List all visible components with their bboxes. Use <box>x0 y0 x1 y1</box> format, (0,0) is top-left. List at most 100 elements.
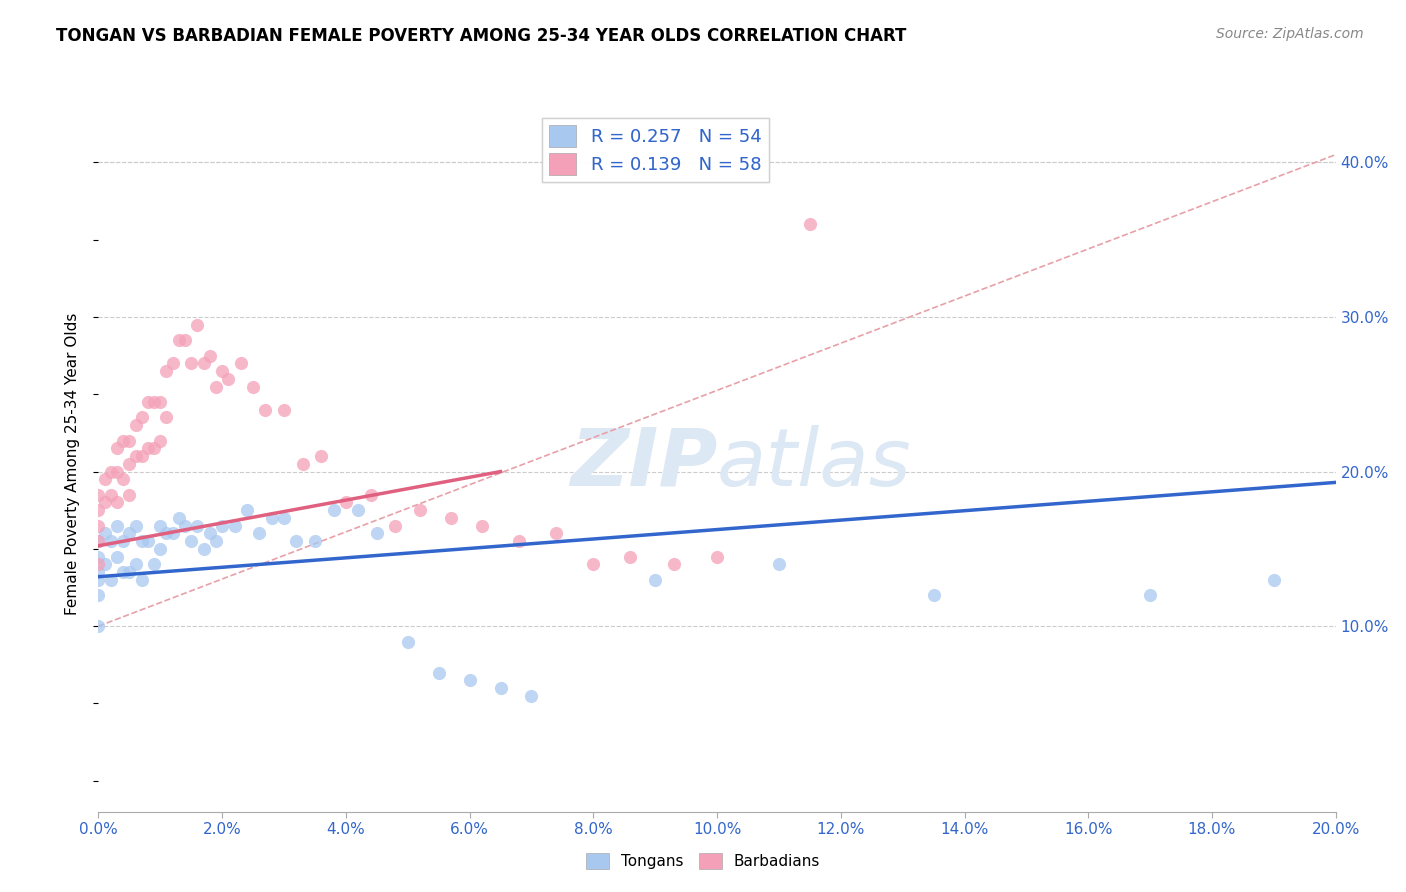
Point <box>149 434 172 448</box>
Point <box>224 518 246 533</box>
Point <box>124 449 146 463</box>
Point <box>768 558 790 572</box>
Point <box>285 534 308 549</box>
Point <box>87 503 110 517</box>
Point <box>174 518 197 533</box>
Point <box>236 503 259 517</box>
Point <box>155 364 177 378</box>
Point <box>87 549 110 564</box>
Point <box>93 495 115 509</box>
Point <box>112 434 135 448</box>
Point <box>131 534 153 549</box>
Point <box>131 449 153 463</box>
Point <box>186 318 208 332</box>
Point <box>242 379 264 393</box>
Point <box>1263 573 1285 587</box>
Point <box>291 457 314 471</box>
Point <box>309 449 332 463</box>
Point <box>100 465 122 479</box>
Point <box>131 573 153 587</box>
Point <box>922 588 945 602</box>
Point <box>124 418 146 433</box>
Point <box>489 681 512 695</box>
Point <box>304 534 326 549</box>
Point <box>87 558 110 572</box>
Point <box>93 526 115 541</box>
Point <box>143 558 166 572</box>
Point <box>644 573 666 587</box>
Point <box>180 534 202 549</box>
Point <box>87 588 110 602</box>
Text: atlas: atlas <box>717 425 912 503</box>
Text: ZIP: ZIP <box>569 425 717 503</box>
Point <box>143 395 166 409</box>
Point <box>105 518 128 533</box>
Point <box>87 488 110 502</box>
Point <box>87 534 110 549</box>
Point <box>366 526 388 541</box>
Point <box>162 526 184 541</box>
Point <box>440 511 463 525</box>
Point <box>124 558 146 572</box>
Point <box>471 518 494 533</box>
Point <box>87 518 110 533</box>
Point <box>458 673 481 688</box>
Point <box>100 488 122 502</box>
Point <box>335 495 357 509</box>
Point <box>93 472 115 486</box>
Legend: R = 0.257   N = 54, R = 0.139   N = 58: R = 0.257 N = 54, R = 0.139 N = 58 <box>541 118 769 182</box>
Point <box>118 565 141 579</box>
Point <box>211 364 233 378</box>
Point <box>254 402 277 417</box>
Point <box>149 395 172 409</box>
Point <box>105 549 128 564</box>
Point <box>118 526 141 541</box>
Point <box>247 526 270 541</box>
Point <box>546 526 568 541</box>
Point <box>118 488 141 502</box>
Point <box>136 534 159 549</box>
Point <box>273 402 295 417</box>
Point <box>155 526 177 541</box>
Point <box>193 541 215 556</box>
Point <box>118 434 141 448</box>
Point <box>155 410 177 425</box>
Point <box>217 372 239 386</box>
Point <box>619 549 641 564</box>
Point <box>93 558 115 572</box>
Point <box>87 619 110 633</box>
Point <box>136 442 159 456</box>
Point <box>322 503 344 517</box>
Point <box>229 356 252 370</box>
Point <box>143 442 166 456</box>
Y-axis label: Female Poverty Among 25-34 Year Olds: Female Poverty Among 25-34 Year Olds <box>65 313 80 615</box>
Point <box>118 457 141 471</box>
Text: Source: ZipAtlas.com: Source: ZipAtlas.com <box>1216 27 1364 41</box>
Point <box>186 518 208 533</box>
Point <box>427 665 450 680</box>
Point <box>112 472 135 486</box>
Point <box>260 511 283 525</box>
Text: TONGAN VS BARBADIAN FEMALE POVERTY AMONG 25-34 YEAR OLDS CORRELATION CHART: TONGAN VS BARBADIAN FEMALE POVERTY AMONG… <box>56 27 907 45</box>
Point <box>198 526 221 541</box>
Point <box>105 442 128 456</box>
Point <box>211 518 233 533</box>
Point <box>1139 588 1161 602</box>
Point <box>193 356 215 370</box>
Point <box>112 534 135 549</box>
Point <box>582 558 605 572</box>
Point <box>167 511 190 525</box>
Point <box>105 495 128 509</box>
Point <box>706 549 728 564</box>
Point <box>384 518 406 533</box>
Point <box>205 534 228 549</box>
Point <box>162 356 184 370</box>
Point <box>131 410 153 425</box>
Point <box>149 518 172 533</box>
Point <box>124 518 146 533</box>
Point <box>100 573 122 587</box>
Point <box>149 541 172 556</box>
Point <box>508 534 530 549</box>
Point <box>167 333 190 347</box>
Point <box>180 356 202 370</box>
